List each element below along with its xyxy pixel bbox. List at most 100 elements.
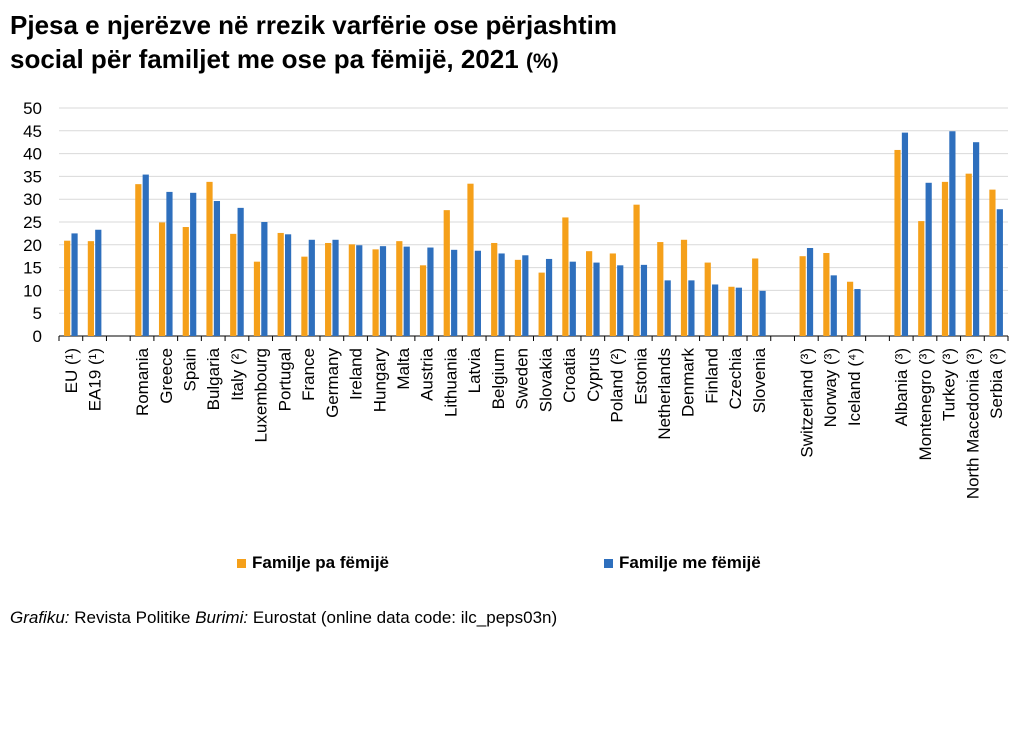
bar-without-children (633, 204, 640, 336)
bar-without-children (419, 265, 427, 336)
bar-with-children (213, 201, 221, 336)
x-tick-label: EU (¹) (62, 348, 81, 393)
bar-with-children (308, 239, 315, 336)
bar-without-children (846, 281, 854, 336)
bar-with-children (451, 249, 458, 336)
bar-without-children (894, 149, 901, 336)
bar-without-children (704, 262, 711, 336)
bar-without-children (538, 272, 545, 336)
x-tick-label: Belgium (489, 348, 508, 409)
x-tick-label: Croatia (560, 347, 579, 402)
bar-without-children (799, 256, 806, 336)
bar-with-children (332, 239, 339, 336)
y-tick-label: 0 (33, 327, 42, 346)
bar-without-children (325, 242, 332, 336)
x-tick-label: Bulgaria (204, 347, 223, 410)
bar-with-children (640, 264, 648, 336)
bar-with-children (71, 233, 78, 336)
x-tick-label: Iceland (⁴) (845, 348, 864, 426)
bar-with-children (522, 255, 529, 336)
x-tick-label: Malta (394, 347, 413, 389)
bar-without-children (277, 232, 284, 336)
source-note: Grafiku: Revista Politike Burimi: Eurost… (10, 608, 557, 628)
bar-with-children (688, 280, 695, 336)
bar-without-children (396, 241, 403, 336)
legend-item-with-children: Familje me fëmijë (604, 553, 761, 573)
x-tick-label: Spain (180, 348, 199, 391)
x-tick-label: Czechia (726, 347, 745, 409)
x-tick-label: EA19 (¹) (86, 348, 105, 411)
bar-without-children (372, 249, 379, 336)
bar-with-children (854, 289, 861, 336)
bar-without-children (348, 244, 355, 336)
x-tick-label: Switzerland (³) (797, 348, 816, 458)
x-tick-label: Albania (³) (892, 348, 911, 426)
bar-without-children (443, 210, 450, 336)
bar-without-children (491, 242, 498, 336)
x-tick-label: Lithuania (441, 347, 460, 417)
bar-without-children (467, 183, 474, 336)
legend: Familje pa fëmijë Familje me fëmijë (0, 553, 1024, 577)
bar-without-children (64, 240, 71, 336)
bar-with-children (973, 142, 980, 336)
bar-with-children (545, 258, 553, 336)
x-tick-label: Greece (157, 348, 176, 404)
legend-swatch-without-children (237, 558, 246, 568)
bar-without-children (989, 189, 996, 336)
bar-without-children (158, 222, 166, 336)
x-tick-label: Ireland (347, 348, 366, 400)
bar-with-children (474, 250, 481, 336)
y-tick-label: 40 (23, 145, 42, 164)
y-tick-label: 5 (33, 304, 42, 323)
bar-with-children (498, 253, 505, 336)
bar-without-children (514, 259, 522, 336)
x-tick-label: Cyprus (584, 348, 603, 402)
legend-label-without-children: Familje pa fëmijë (252, 553, 389, 572)
x-tick-label: Turkey (³) (940, 348, 959, 421)
bar-without-children (941, 181, 949, 336)
legend-item-without-children: Familje pa fëmijë (237, 553, 389, 573)
bar-without-children (586, 251, 593, 336)
bar-without-children (680, 239, 688, 336)
x-tick-label: Germany (323, 348, 342, 418)
chart-title-line-1: Pjesa e njerëzve në rrezik varfërie ose … (10, 10, 618, 40)
bar-without-children (965, 173, 972, 336)
x-tick-label: France (299, 348, 318, 401)
bar-with-children (379, 246, 387, 336)
y-tick-label: 45 (23, 122, 42, 141)
bar-with-children (142, 174, 149, 336)
bar-with-children (403, 246, 410, 336)
x-tick-label: North Macedonia (³) (963, 348, 982, 499)
bar-without-children (301, 256, 308, 336)
bar-with-children (569, 261, 576, 336)
x-tick-label: Luxembourg (252, 348, 271, 443)
bar-with-children (925, 182, 932, 336)
x-tick-label: Italy (²) (228, 348, 247, 401)
bar-with-children (735, 287, 742, 336)
x-tick-label: Austria (418, 347, 437, 400)
legend-label-with-children: Familje me fëmijë (619, 553, 761, 572)
bar-without-children (206, 181, 213, 336)
bar-with-children (830, 275, 837, 336)
y-tick-label: 25 (23, 213, 42, 232)
bar-with-children (759, 290, 766, 336)
bar-without-children (253, 261, 261, 336)
bar-without-children (728, 286, 735, 336)
chart-title-text: social për familjet me ose pa fëmijë, 20… (10, 44, 519, 74)
bar-without-children (135, 184, 142, 336)
source-origin-label: Burimi: (195, 608, 249, 627)
x-tick-label: Hungary (370, 348, 389, 413)
bar-without-children (562, 217, 569, 336)
source-graph-label: Grafiku: (10, 608, 70, 627)
x-tick-label: Slovakia (536, 347, 555, 412)
bar-without-children (182, 227, 189, 336)
bar-with-children (593, 262, 600, 336)
bar-with-children (261, 222, 268, 336)
legend-swatch-with-children (604, 558, 613, 568)
bar-with-children (664, 280, 671, 336)
bar-with-children (95, 229, 102, 336)
x-tick-label: Romania (133, 347, 152, 416)
bar-without-children (657, 242, 664, 336)
bar-with-children (284, 234, 292, 336)
x-tick-label: Norway (³) (821, 348, 840, 427)
